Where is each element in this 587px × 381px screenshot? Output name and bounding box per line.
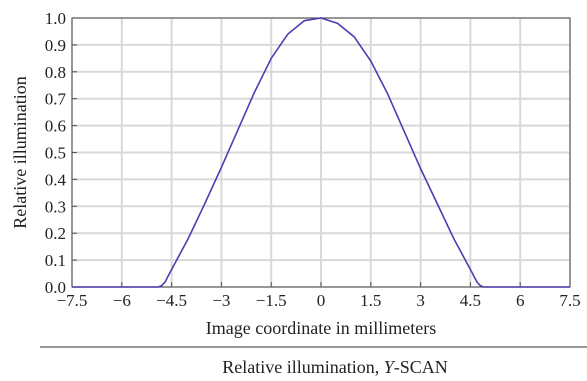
caption-italic: Y xyxy=(384,357,396,377)
x-tick-label: −4.5 xyxy=(156,291,187,310)
x-tick-label: 7.5 xyxy=(559,291,580,310)
y-axis-title: Relative illumination xyxy=(10,76,30,228)
x-tick-label: −1.5 xyxy=(256,291,287,310)
illumination-curve xyxy=(72,17,570,288)
x-tick-label: 3 xyxy=(416,291,425,310)
y-tick-label: 0.6 xyxy=(45,117,66,136)
x-tick-label: −6 xyxy=(113,291,131,310)
grid xyxy=(71,17,571,288)
x-tick-label: 0 xyxy=(317,291,326,310)
y-tick-label: 0.3 xyxy=(45,197,66,216)
y-tick-label: 0.7 xyxy=(45,90,67,109)
y-tick-label: 0.5 xyxy=(45,144,66,163)
x-tick-label: −7.5 xyxy=(57,291,88,310)
y-tick-label: 0.0 xyxy=(45,278,66,297)
y-tick-label: 1.0 xyxy=(45,9,66,28)
x-tick-label: 1.5 xyxy=(360,291,381,310)
y-axis: 0.0 0.1 0.2 0.3 0.4 0.5 0.6 0.7 0.8 0.9 1.0 xyxy=(45,9,77,297)
x-tick-label: 4.5 xyxy=(460,291,481,310)
chart-caption: Relative illumination, Y-SCAN xyxy=(222,357,448,377)
caption-prefix: Relative illumination, xyxy=(222,357,383,377)
x-axis-title: Image coordinate in millimeters xyxy=(206,318,436,338)
y-tick-label: 0.9 xyxy=(45,36,66,55)
y-tick-label: 0.4 xyxy=(45,170,67,189)
y-tick-label: 0.8 xyxy=(45,63,66,82)
y-tick-label: 0.1 xyxy=(45,251,66,270)
y-tick-label: 0.2 xyxy=(45,224,66,243)
caption-suffix: -SCAN xyxy=(394,357,448,377)
x-tick-label: −3 xyxy=(212,291,230,310)
x-tick-label: 6 xyxy=(516,291,525,310)
x-axis: −7.5 −6 −4.5 −3 −1.5 0 1.5 3 4.5 6 7.5 xyxy=(57,282,581,310)
